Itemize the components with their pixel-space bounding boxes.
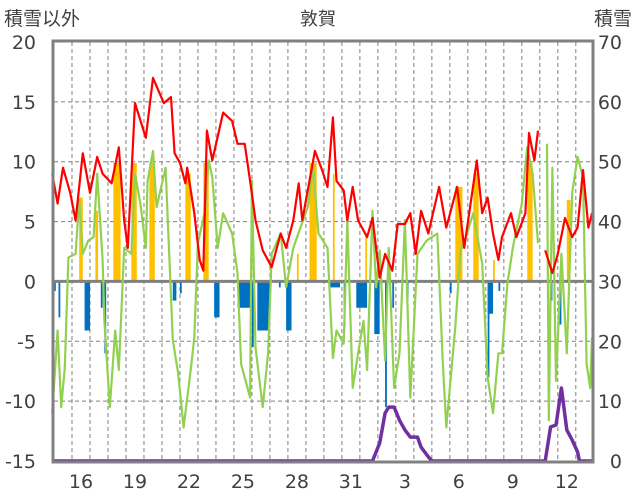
orange-bar <box>566 200 571 282</box>
orange-bar <box>185 173 191 282</box>
blue-bar <box>237 281 251 308</box>
blue-bar <box>356 281 368 308</box>
orange-bar <box>203 162 209 282</box>
x-tick-label: 9 <box>507 471 519 493</box>
orange-bar <box>309 162 317 282</box>
blue-bar <box>251 281 254 348</box>
y-right-tick-label: 40 <box>598 212 622 234</box>
blue-bar <box>487 281 490 378</box>
blue-bar <box>54 281 56 292</box>
x-tick-label: 25 <box>231 471 255 493</box>
chart-title: 敦賀 <box>300 9 336 30</box>
orange-bar <box>149 162 155 282</box>
orange-bar <box>527 162 533 282</box>
blue-bar <box>100 281 103 308</box>
blue-bar <box>286 281 292 331</box>
orange-bar <box>332 173 335 282</box>
x-tick-label: 31 <box>339 471 363 493</box>
plot-frame <box>51 39 595 464</box>
blue-bar <box>487 281 494 314</box>
x-tick-label: 6 <box>453 471 465 493</box>
y-right-tick-label: 70 <box>598 32 622 54</box>
red-line <box>51 76 540 279</box>
y-left-tick-label: -5 <box>17 331 36 353</box>
blue-bar <box>214 281 220 318</box>
green-line <box>545 143 594 422</box>
x-tick-label: 28 <box>285 471 309 493</box>
y-left-tick-label: 5 <box>24 212 36 234</box>
orange-bar <box>113 162 121 282</box>
orange-bar <box>131 162 137 282</box>
blue-bar <box>392 281 395 308</box>
y-left-tick-label: 0 <box>24 271 36 293</box>
y-left-tick-label: 15 <box>12 92 36 114</box>
x-tick-label: 19 <box>123 471 147 493</box>
orange-bar <box>365 233 368 282</box>
snow_depth-line <box>52 386 592 463</box>
orange-bar <box>493 259 495 282</box>
green-line <box>51 146 540 429</box>
orange-bar <box>296 253 299 282</box>
line-series <box>51 76 594 463</box>
plot-border <box>51 39 595 464</box>
orange-bar <box>95 210 99 282</box>
y-right-tick-label: 50 <box>598 152 622 174</box>
blue-bar <box>498 281 501 292</box>
x-tick-label: 12 <box>555 471 579 493</box>
y-left-tick-label: -15 <box>5 451 36 473</box>
blue-bar <box>374 281 380 335</box>
blue-bar <box>84 281 90 331</box>
x-tick-label: 22 <box>177 471 201 493</box>
right-axis-title: 積雪 <box>594 8 632 30</box>
blue-bar <box>278 281 281 288</box>
red-line <box>544 169 594 275</box>
left-axis-title: 積雪以外 <box>4 8 80 30</box>
blue-bar <box>329 281 341 288</box>
blue-bar <box>58 281 61 318</box>
y-right-tick-label: 60 <box>598 92 622 114</box>
orange-bar <box>455 186 463 282</box>
y-right-tick-label: 10 <box>598 391 622 413</box>
x-tick-label: 3 <box>399 471 411 493</box>
blue-bar <box>179 281 182 294</box>
x-tick-label: 16 <box>69 471 93 493</box>
blue-bar <box>172 281 177 301</box>
y-right-tick-label: 0 <box>610 451 622 473</box>
blue-bar <box>257 281 270 331</box>
y-left-tick-label: -10 <box>5 391 36 413</box>
y-right-tick-label: 30 <box>598 271 622 293</box>
blue-bar <box>559 281 562 325</box>
blue-bar <box>449 281 452 294</box>
y-left-tick-label: 20 <box>12 32 36 54</box>
y-left-tick-label: 10 <box>12 152 36 174</box>
y-right-tick-label: 20 <box>598 331 622 353</box>
bar-series <box>54 162 571 408</box>
